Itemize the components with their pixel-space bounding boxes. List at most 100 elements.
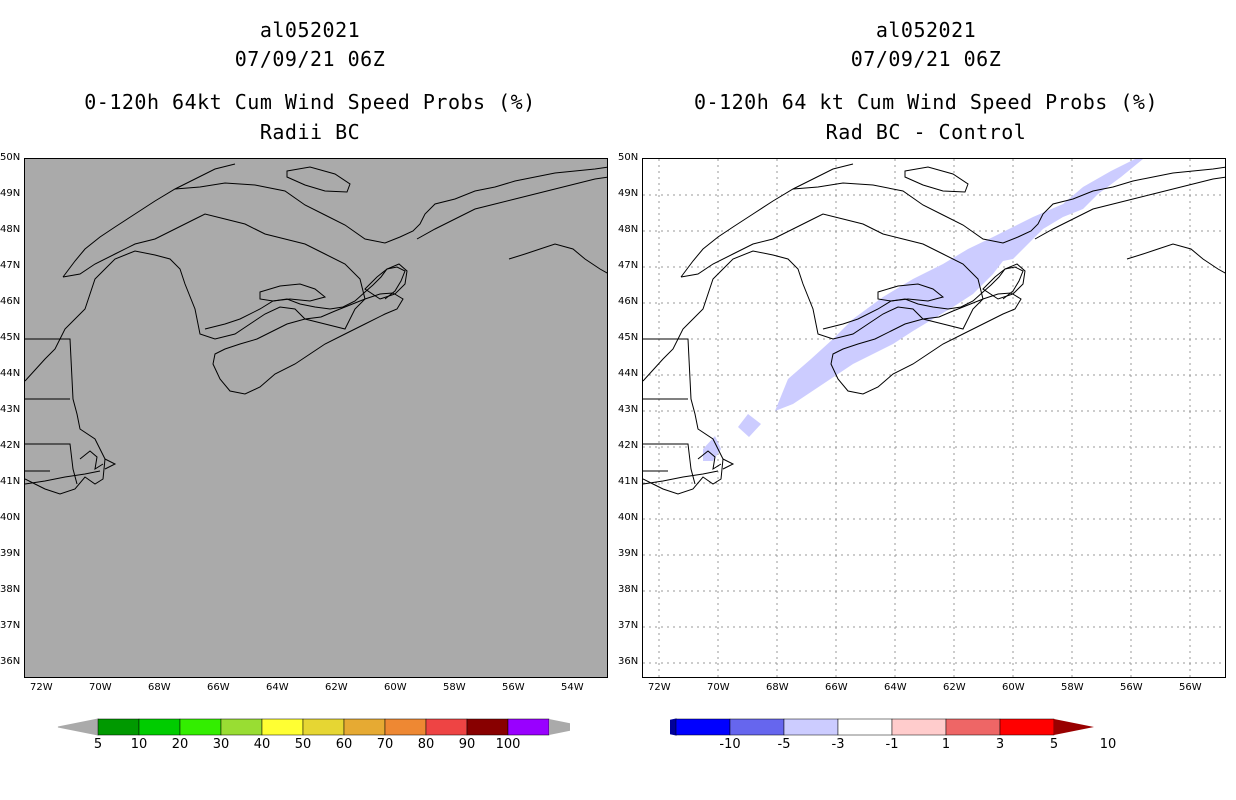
right-lat-label: 39N [618, 548, 639, 559]
left-colorbar-swatch [261, 718, 304, 736]
left-lat-label: 45N [0, 332, 21, 343]
left-storm-id: al052021 [259, 18, 361, 42]
left-lat-label: 41N [0, 476, 21, 487]
left-colorbar-label: 50 [294, 737, 312, 752]
right-chart-subtitle: Rad BC - Control [825, 120, 1027, 144]
right-lat-label: 44N [618, 368, 639, 379]
right-lon-label: 56W [1120, 682, 1143, 693]
left-colorbar-label: 70 [376, 737, 394, 752]
left-lon-label: 56W [502, 682, 525, 693]
left-lat-label: 48N [0, 224, 21, 235]
right-lat-label: 49N [618, 188, 639, 199]
left-coastline-map [25, 163, 607, 495]
left-lon-label: 60W [384, 682, 407, 693]
left-colorbar-label: 5 [93, 737, 103, 752]
left-lon-label: 54W [561, 682, 584, 693]
left-colorbar-swatch [384, 718, 427, 736]
right-colorbar-swatch [891, 718, 947, 736]
left-colorbar-left-arrow [57, 718, 99, 736]
left-colorbar-label: 20 [171, 737, 189, 752]
left-map-panel [24, 158, 608, 678]
right-colorbar [670, 718, 1094, 736]
right-colorbar-label: -1 [885, 737, 899, 752]
right-lat-label: 37N [618, 620, 639, 631]
right-lat-label: 42N [618, 440, 639, 451]
left-lon-label: 72W [30, 682, 53, 693]
left-colorbar-label: 80 [417, 737, 435, 752]
left-lat-label: 37N [0, 620, 21, 631]
left-lat-label: 50N [0, 152, 21, 163]
right-lat-label: 45N [618, 332, 639, 343]
difference-swath [703, 159, 1143, 461]
right-lon-label: 62W [943, 682, 966, 693]
left-lat-label: 44N [0, 368, 21, 379]
right-lat-label: 40N [618, 512, 639, 523]
left-lon-label: 64W [266, 682, 289, 693]
right-datetime: 07/09/21 06Z [850, 47, 1002, 71]
right-lon-label: 58W [1061, 682, 1084, 693]
left-lat-label: 43N [0, 404, 21, 415]
right-coastline-map [643, 159, 1225, 677]
right-colorbar-swatch [783, 718, 839, 736]
left-colorbar-label: 30 [212, 737, 230, 752]
right-colorbar-swatch [945, 718, 1001, 736]
right-lat-label: 48N [618, 224, 639, 235]
right-colorbar-label: 3 [995, 737, 1005, 752]
right-lon-label: 66W [825, 682, 848, 693]
right-colorbar-swatch [675, 718, 731, 736]
left-lat-label: 46N [0, 296, 21, 307]
left-colorbar-swatch [97, 718, 140, 736]
left-lon-label: 70W [89, 682, 112, 693]
left-colorbar-label: 100 [495, 737, 521, 752]
left-colorbar-swatch [220, 718, 263, 736]
right-lat-label: 41N [618, 476, 639, 487]
left-colorbar-swatch [343, 718, 386, 736]
left-colorbar-swatch [425, 718, 468, 736]
left-lon-label: 62W [325, 682, 348, 693]
right-colorbar-label: -3 [831, 737, 845, 752]
left-colorbar-swatch [179, 718, 222, 736]
left-colorbar-swatch [507, 718, 550, 736]
right-colorbar-swatch [999, 718, 1055, 736]
left-colorbar-swatch [138, 718, 181, 736]
left-colorbar-label: 40 [253, 737, 271, 752]
right-colorbar-right-arrow [1054, 719, 1094, 735]
left-lat-label: 49N [0, 188, 21, 199]
right-colorbar-label: 1 [941, 737, 951, 752]
right-colorbar-label: -10 [719, 737, 741, 752]
right-storm-id: al052021 [875, 18, 977, 42]
left-lat-label: 47N [0, 260, 21, 271]
right-lon-label: 70W [707, 682, 730, 693]
right-lat-label: 43N [618, 404, 639, 415]
right-colorbar-label: 5 [1049, 737, 1059, 752]
right-lon-label: 60W [1002, 682, 1025, 693]
left-lat-label: 39N [0, 548, 21, 559]
left-lat-label: 36N [0, 656, 21, 667]
right-lat-label: 36N [618, 656, 639, 667]
left-colorbar-label: 60 [335, 737, 353, 752]
right-colorbar-left-arrow [670, 718, 677, 736]
left-colorbar-swatch [302, 718, 345, 736]
left-colorbar-label: 10 [130, 737, 148, 752]
right-colorbar-swatch [837, 718, 893, 736]
left-colorbar-label: 90 [458, 737, 476, 752]
left-lon-label: 68W [148, 682, 171, 693]
right-lat-label: 47N [618, 260, 639, 271]
left-lat-label: 38N [0, 584, 21, 595]
right-lon-label: 56W [1179, 682, 1202, 693]
right-chart-title: 0-120h 64 kt Cum Wind Speed Probs (%) [693, 90, 1159, 114]
left-colorbar-swatch [466, 718, 509, 736]
left-lon-label: 66W [207, 682, 230, 693]
right-colorbar-swatch [729, 718, 785, 736]
right-colorbar-label: -5 [777, 737, 791, 752]
left-chart-title: 0-120h 64kt Cum Wind Speed Probs (%) [84, 90, 536, 114]
right-lon-label: 68W [766, 682, 789, 693]
left-lat-label: 40N [0, 512, 21, 523]
right-colorbar-label: 10 [1099, 737, 1117, 752]
left-datetime: 07/09/21 06Z [234, 47, 386, 71]
left-lon-label: 58W [443, 682, 466, 693]
left-lat-label: 42N [0, 440, 21, 451]
left-chart-subtitle: Radii BC [259, 120, 361, 144]
right-map-panel [642, 158, 1226, 678]
right-lon-label: 64W [884, 682, 907, 693]
